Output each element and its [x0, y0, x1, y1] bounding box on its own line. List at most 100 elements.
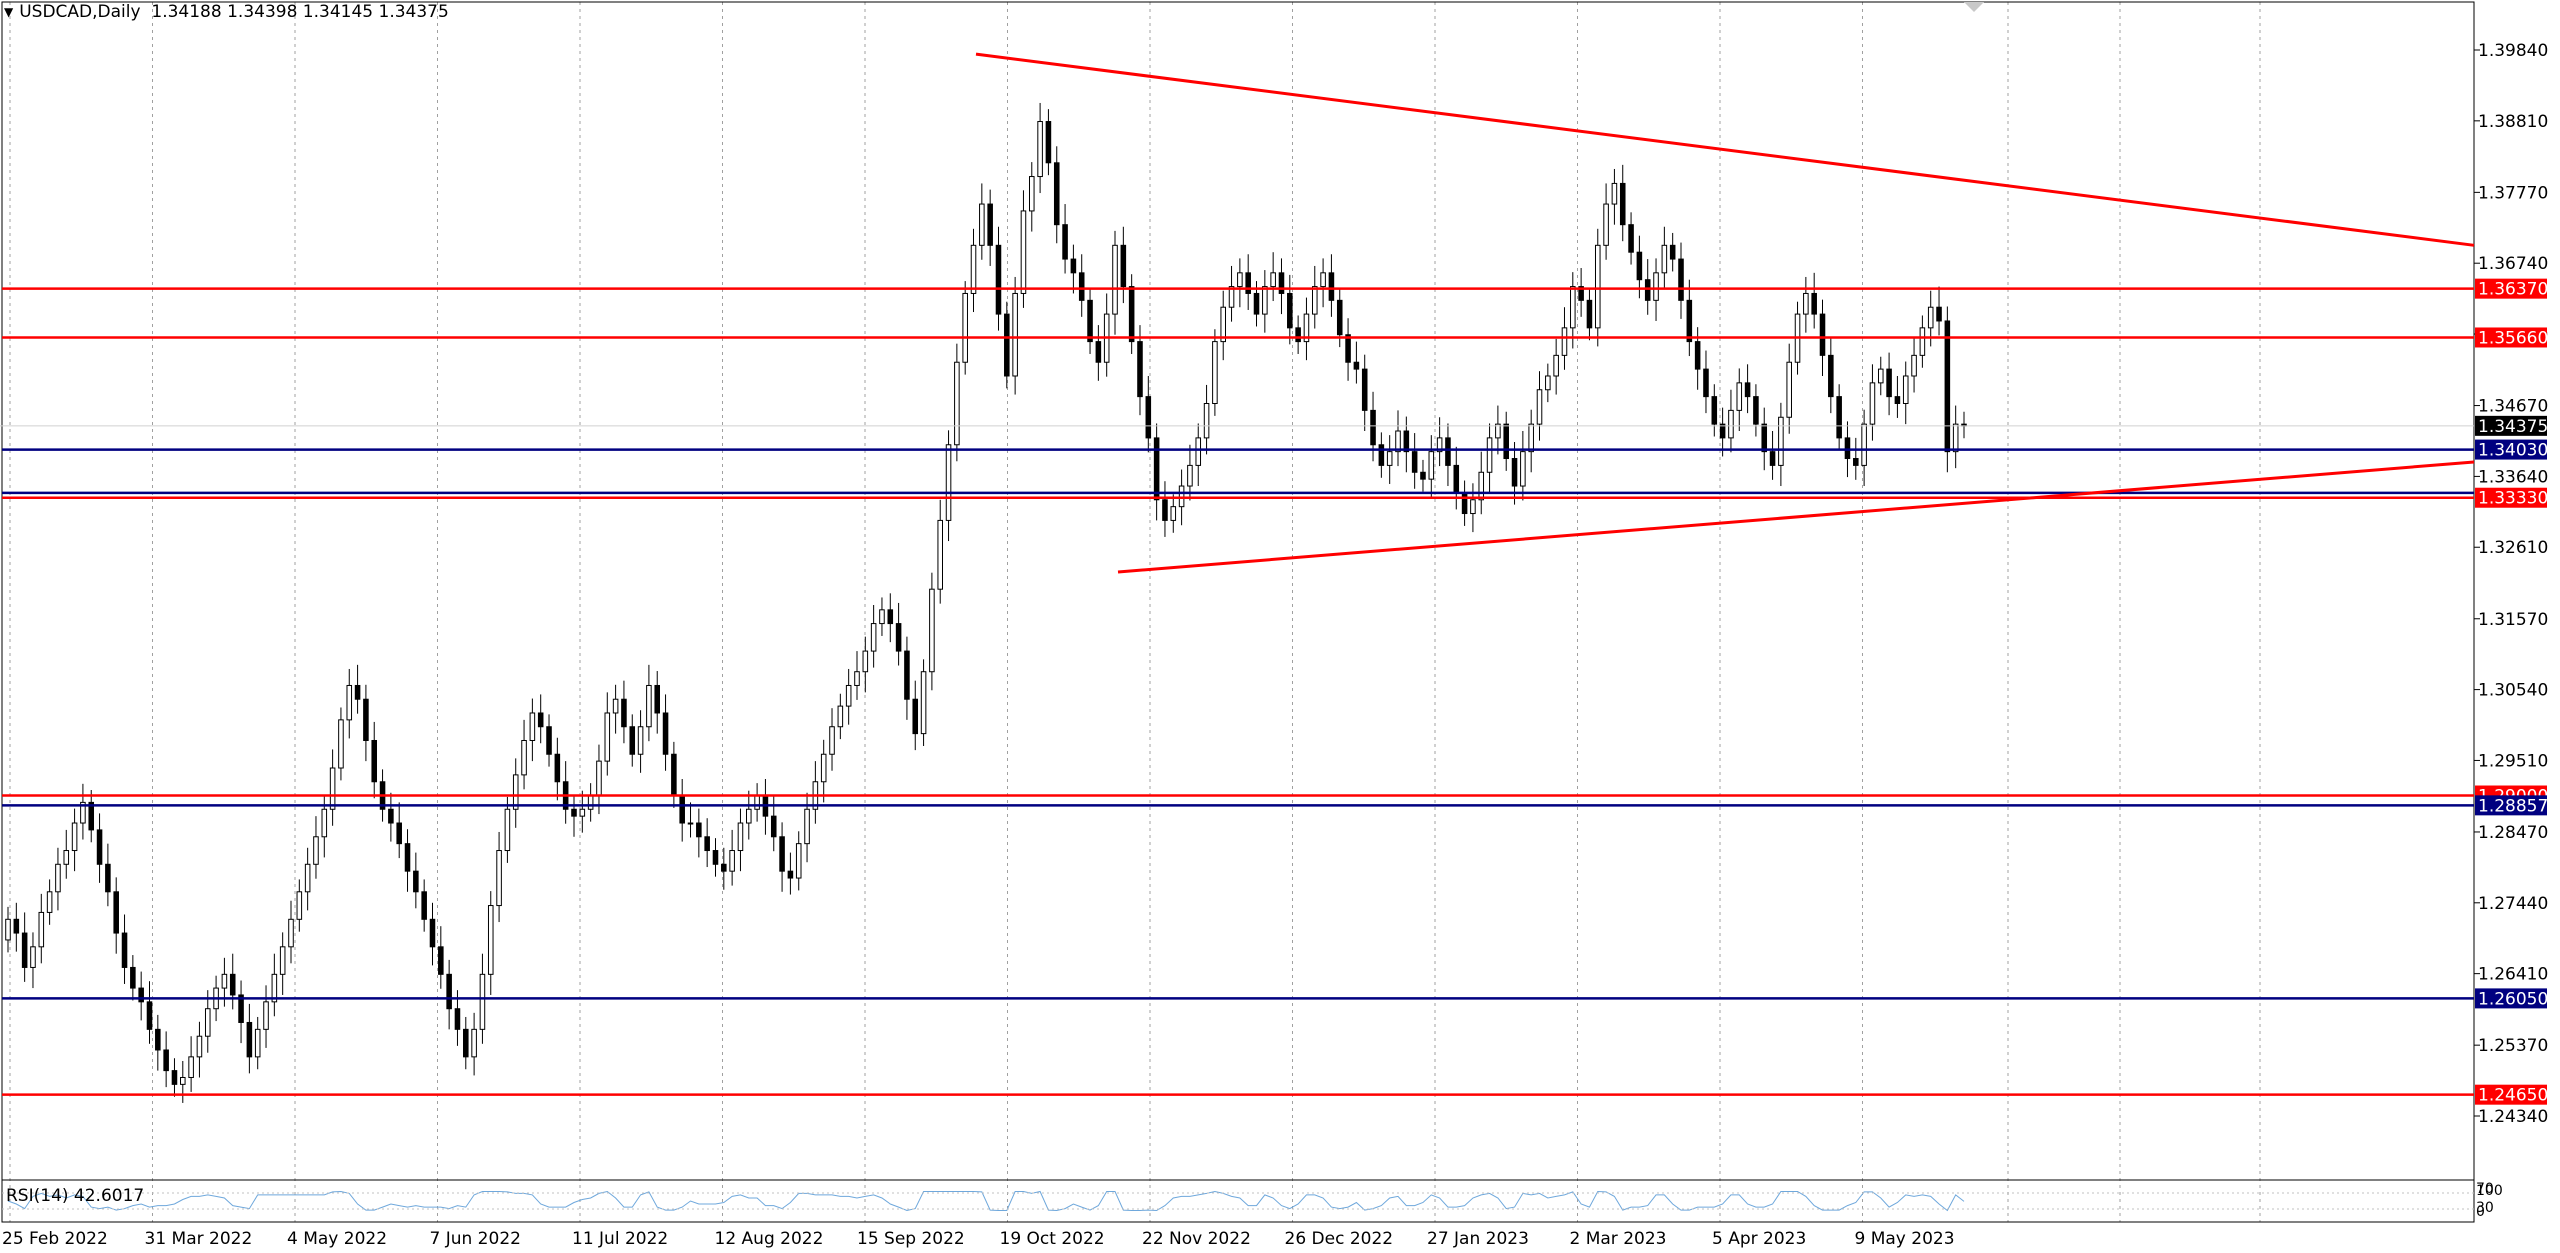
bull-candle: [646, 684, 652, 728]
trendline-upper[interactable]: [975, 52, 2475, 247]
bull-candle: [1911, 354, 1917, 377]
bear-candle: [1894, 396, 1901, 404]
bear-candle: [238, 994, 244, 1023]
main-chart-frame: [1, 1, 2475, 1181]
bull-candle: [71, 822, 78, 852]
scroll-marker-icon[interactable]: [1964, 2, 1984, 12]
bull-candle: [1927, 306, 1934, 329]
bear-candle: [1328, 272, 1335, 301]
bull-candle: [1553, 354, 1559, 377]
bull-candle: [929, 588, 935, 673]
bear-candle: [1761, 423, 1768, 453]
bear-candle: [1153, 437, 1160, 501]
time-axis-label: 11 Jul 2022: [572, 1229, 668, 1249]
bear-candle: [712, 850, 719, 865]
bear-candle: [1644, 279, 1651, 301]
bull-candle: [180, 1076, 186, 1085]
bear-candle: [113, 891, 119, 934]
bear-candle: [246, 1021, 253, 1058]
trendline-lower[interactable]: [1117, 460, 2475, 574]
bull-candle: [1902, 375, 1909, 404]
bear-candle: [1836, 396, 1842, 439]
bear-candle: [404, 843, 411, 872]
bull-candle: [1428, 451, 1435, 480]
bear-candle: [1503, 423, 1509, 460]
bear-candle: [912, 698, 919, 735]
bear-candle: [1511, 458, 1518, 487]
bear-candle: [679, 795, 685, 824]
rsi-scale-label: 70: [2476, 1181, 2494, 1197]
bear-candle: [1678, 258, 1684, 301]
caret-down-icon[interactable]: ▼: [4, 5, 14, 19]
bull-candle: [288, 918, 294, 948]
bear-candle: [1694, 341, 1701, 370]
bear-candle: [546, 726, 552, 755]
price-axis-label: 1.37770: [2478, 183, 2548, 203]
price-axis-label: 1.33640: [2478, 467, 2548, 487]
bear-candle: [1711, 396, 1718, 425]
rsi-panel-frame: [1, 1179, 2475, 1223]
bear-candle: [1886, 368, 1892, 398]
bear-candle: [421, 891, 427, 920]
bull-candle: [1869, 382, 1876, 425]
bear-candle: [662, 712, 669, 755]
bull-candle: [1311, 286, 1318, 315]
bear-candle: [1811, 292, 1817, 315]
level-label-bg: [2475, 795, 2547, 816]
level-label-bg: [2475, 439, 2547, 460]
bear-candle: [721, 863, 727, 872]
bull-candle: [1170, 506, 1177, 521]
bull-candle: [338, 719, 344, 769]
bull-candle: [1262, 286, 1268, 315]
bull-candle: [1536, 389, 1543, 425]
level-label-bg: [2475, 487, 2547, 508]
bear-candle: [629, 726, 636, 755]
bull-candle: [1486, 437, 1493, 473]
bull-candle: [1012, 292, 1018, 377]
bear-candle: [1378, 444, 1385, 466]
bear-candle: [987, 203, 993, 246]
bull-candle: [1778, 416, 1784, 466]
bear-candle: [1336, 299, 1343, 336]
bear-candle: [1095, 341, 1102, 363]
bull-candle: [1203, 402, 1210, 439]
bull-candle: [854, 671, 860, 686]
bear-candle: [138, 987, 144, 1003]
bull-candle: [504, 808, 511, 852]
bull-candle: [296, 891, 303, 920]
bear-candle: [363, 698, 369, 741]
bull-candle: [1653, 272, 1659, 301]
bear-candle: [1628, 224, 1634, 253]
bear-candle: [704, 836, 710, 852]
bull-candle: [1877, 368, 1884, 384]
time-axis-label: 15 Sep 2022: [857, 1229, 965, 1249]
bull-candle: [920, 671, 927, 735]
bull-candle: [954, 361, 960, 446]
bear-candle: [396, 822, 402, 845]
bear-candle: [163, 1049, 169, 1072]
bull-candle: [313, 836, 319, 865]
bull-candle: [579, 808, 586, 817]
bull-candle: [1661, 244, 1668, 274]
bear-candle: [1053, 162, 1060, 226]
bear-candle: [354, 684, 361, 700]
bear-candle: [1062, 224, 1068, 260]
level-label-bg: [2475, 988, 2547, 1009]
bull-candle: [1952, 423, 1959, 453]
bear-candle: [770, 815, 777, 838]
rsi-scale-label: 0: [2476, 1204, 2485, 1220]
bull-candle: [512, 774, 519, 810]
price-axis-label: 1.28470: [2478, 823, 2548, 843]
bear-candle: [1045, 121, 1052, 164]
bear-candle: [21, 932, 28, 968]
price-axis-label: 1.36740: [2478, 254, 2548, 274]
ohlc-values: 1.34188 1.34398 1.34145 1.34375: [151, 2, 449, 22]
bear-candle: [621, 698, 627, 728]
bull-candle: [837, 705, 844, 728]
bull-candle: [829, 726, 835, 755]
bull-candle: [80, 801, 86, 824]
bear-candle: [895, 623, 902, 652]
bear-candle: [1420, 471, 1426, 480]
bear-candle: [1361, 368, 1368, 411]
